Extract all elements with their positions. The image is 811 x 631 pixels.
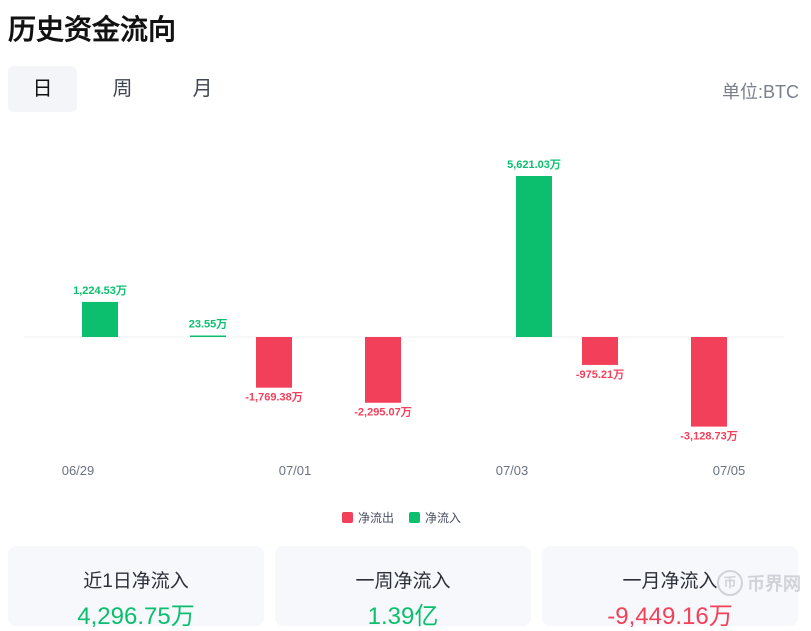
page-title: 历史资金流向 bbox=[8, 14, 177, 45]
chart-bar-outflow bbox=[256, 337, 292, 388]
summary-value: 4,296.75万 bbox=[77, 603, 195, 630]
unit-label: 单位:BTC bbox=[721, 82, 799, 102]
tab-week[interactable]: 周 bbox=[112, 78, 133, 100]
summary-card-1d: 近1日净流入 4,296.75万 bbox=[8, 546, 264, 630]
chart-data-label: 1,224.53万 bbox=[73, 284, 127, 297]
chart-data-label: 5,621.03万 bbox=[507, 158, 561, 171]
chart-bar-outflow bbox=[691, 337, 727, 427]
fund-flow-chart: 1,224.53万 23.55万 -1,769.38万 -2,295.07万 5,621… bbox=[0, 140, 811, 540]
chart-bar-outflow bbox=[582, 337, 618, 365]
watermark-text: 币界网 bbox=[747, 574, 801, 594]
legend-label: 净流出 bbox=[358, 511, 394, 525]
legend-label: 净流入 bbox=[425, 511, 461, 525]
summary-label: 近1日净流入 bbox=[83, 571, 189, 592]
x-axis-tick-label: 07/03 bbox=[496, 463, 529, 478]
chart-data-label: -3,128.73万 bbox=[680, 430, 737, 443]
summary-value: -9,449.16万 bbox=[607, 603, 733, 630]
chart-data-label: -1,769.38万 bbox=[245, 391, 302, 404]
watermark: 币 币界网 bbox=[717, 570, 801, 596]
summary-label: 一月净流入 bbox=[622, 571, 718, 592]
summary-card-1w: 一周净流入 1.39亿 bbox=[275, 546, 531, 630]
fund-flow-chart-svg: 1,224.53万 23.55万 -1,769.38万 -2,295.07万 5,621… bbox=[24, 158, 784, 525]
watermark-logo-icon: 币 bbox=[717, 570, 743, 596]
legend-swatch bbox=[409, 512, 420, 523]
summary-label: 一周净流入 bbox=[355, 571, 451, 592]
summary-value: 1.39亿 bbox=[367, 603, 439, 630]
x-axis-tick-label: 06/29 bbox=[62, 463, 95, 478]
legend-swatch bbox=[342, 512, 353, 523]
chart-data-label: -975.21万 bbox=[576, 368, 624, 381]
chart-data-label: -2,295.07万 bbox=[354, 406, 411, 419]
chart-bar-inflow bbox=[82, 301, 118, 337]
chart-bar-outflow bbox=[365, 337, 401, 403]
x-axis-tick-label: 07/05 bbox=[713, 463, 746, 478]
tab-month[interactable]: 月 bbox=[192, 78, 213, 100]
chart-bar-inflow bbox=[516, 176, 552, 337]
summary-cards: 近1日净流入 4,296.75万 一周净流入 1.39亿 一月净流入 -9,44… bbox=[8, 546, 809, 630]
x-axis-tick-label: 07/01 bbox=[279, 463, 312, 478]
chart-bar-inflow bbox=[190, 335, 226, 337]
chart-data-label: 23.55万 bbox=[189, 318, 228, 331]
tab-day[interactable]: 日 bbox=[8, 66, 77, 112]
period-tabs: 日 周 月 bbox=[8, 66, 248, 112]
